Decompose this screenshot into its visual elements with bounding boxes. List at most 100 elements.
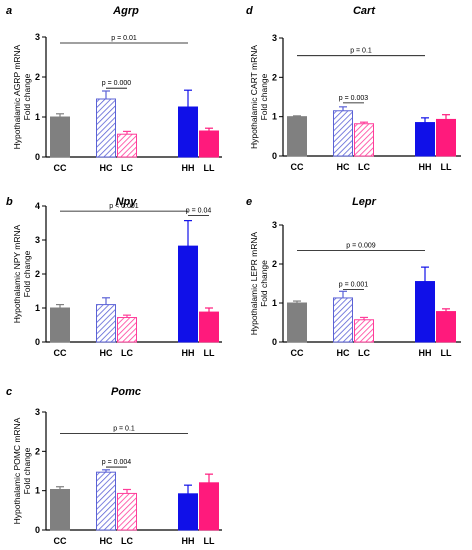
panel-title: Agrp	[112, 5, 139, 17]
bar-hc	[96, 98, 116, 158]
bar-hh	[178, 493, 198, 531]
bar-hc	[96, 304, 116, 343]
y-axis-label: Fold change	[22, 73, 32, 120]
p-value-label: p = 0.01	[111, 35, 137, 42]
category-label: LL	[204, 536, 215, 546]
category-label: LC	[358, 348, 370, 358]
panel-letter: b	[6, 196, 13, 208]
category-label: CC	[54, 163, 67, 173]
y-tick-label: 3	[272, 33, 277, 43]
y-tick-label: 3	[35, 407, 40, 417]
panel-letter: d	[246, 5, 253, 17]
category-label: HC	[100, 348, 113, 358]
bar-cc	[287, 302, 307, 343]
bar-lc	[354, 123, 374, 157]
y-tick-label: 1	[35, 486, 40, 496]
y-tick-label: 3	[35, 235, 40, 245]
y-axis-label: Hypothalamic AGRP mRNA	[12, 44, 22, 149]
bar-cc	[50, 488, 70, 531]
category-label: CC	[291, 348, 304, 358]
category-label: LC	[121, 348, 133, 358]
category-label: HC	[337, 162, 350, 172]
p-value-label: p = 0.000	[102, 80, 131, 87]
y-tick-label: 3	[35, 32, 40, 42]
category-label: LC	[121, 163, 133, 173]
category-label: LL	[441, 162, 452, 172]
panel-title: Pomc	[111, 386, 141, 398]
category-label: CC	[291, 162, 304, 172]
p-value-label: p < 0.001	[109, 203, 138, 210]
category-label: HH	[182, 536, 195, 546]
bar-lc	[117, 317, 137, 343]
y-axis-label: Hypothalamic CART mRNA	[249, 45, 259, 149]
bar-lc	[117, 133, 137, 158]
bar-ll	[436, 118, 456, 157]
p-value-label: p = 0.1	[113, 426, 135, 433]
bar-cc	[50, 307, 70, 343]
y-axis-label: Hypothalamic LEPR mRNA	[249, 231, 259, 335]
category-label: HC	[100, 536, 113, 546]
y-tick-label: 3	[272, 220, 277, 230]
category-label: LL	[204, 348, 215, 358]
chart-panel-agrp: a Agrp Hypothalamic AGRP mRNA Fold change 0 1…	[6, 5, 222, 173]
category-label: LC	[121, 536, 133, 546]
chart-panel-cart: d Cart Hypothalamic CART mRNA Fold change 0 1…	[246, 5, 461, 172]
category-label: CC	[54, 536, 67, 546]
bar-hc	[333, 110, 353, 157]
y-tick-label: 0	[35, 152, 40, 162]
category-label: LC	[358, 162, 370, 172]
chart-panel-lepr: e Lepr Hypothalamic LEPR mRNA Fold change 0 1…	[246, 196, 461, 358]
category-label: HC	[100, 163, 113, 173]
bar-hh	[178, 245, 198, 343]
y-tick-label: 2	[272, 72, 277, 82]
bar-hc	[333, 297, 353, 343]
p-value-label: p = 0.009	[346, 242, 375, 249]
bar-ll	[199, 482, 219, 531]
y-tick-label: 1	[35, 303, 40, 313]
chart-panel-npy: b Npy Hypothalamic NPY mRNA Fold change 0 1 2 3…	[6, 196, 222, 358]
bar-ll	[199, 130, 219, 158]
panel-title: Npy	[116, 196, 138, 208]
bar-hh	[415, 122, 435, 157]
y-tick-label: 2	[35, 269, 40, 279]
panel-title: Cart	[353, 5, 376, 17]
y-tick-label: 4	[35, 201, 40, 211]
bar-lc	[117, 492, 137, 531]
y-tick-label: 0	[272, 337, 277, 347]
y-axis-label: Hypothalamic NPY mRNA	[12, 224, 22, 323]
bar-hh	[415, 281, 435, 343]
y-tick-label: 2	[272, 259, 277, 269]
panel-letter: e	[246, 196, 252, 208]
y-tick-label: 2	[35, 72, 40, 82]
bar-cc	[287, 116, 307, 157]
y-tick-label: 0	[35, 525, 40, 535]
bar-cc	[50, 116, 70, 158]
panel-letter: c	[6, 386, 12, 398]
y-tick-label: 1	[272, 112, 277, 122]
p-value-label: p = 0.004	[102, 459, 131, 466]
category-label: CC	[54, 348, 67, 358]
panel-title: Lepr	[352, 196, 377, 208]
y-axis-label: Fold change	[259, 260, 269, 307]
p-value-label: p = 0.04	[186, 208, 212, 215]
category-label: LL	[204, 163, 215, 173]
category-label: HH	[419, 348, 432, 358]
bar-hc	[96, 471, 116, 531]
p-value-label: p = 0.1	[350, 48, 372, 55]
bar-lc	[354, 319, 374, 343]
bar-ll	[199, 311, 219, 343]
chart-panel-pomc: c Pomc Hypothalamic POMC mRNA Fold change 0 1…	[6, 386, 222, 546]
category-label: HH	[182, 348, 195, 358]
p-value-label: p = 0.003	[339, 95, 368, 102]
y-tick-label: 1	[272, 298, 277, 308]
y-axis-label: Fold change	[22, 447, 32, 494]
category-label: HH	[182, 163, 195, 173]
category-label: HC	[337, 348, 350, 358]
bar-ll	[436, 311, 456, 343]
panel-letter: a	[6, 5, 12, 17]
category-label: HH	[419, 162, 432, 172]
y-tick-label: 0	[272, 151, 277, 161]
category-label: LL	[441, 348, 452, 358]
y-axis-label: Fold change	[259, 73, 269, 120]
